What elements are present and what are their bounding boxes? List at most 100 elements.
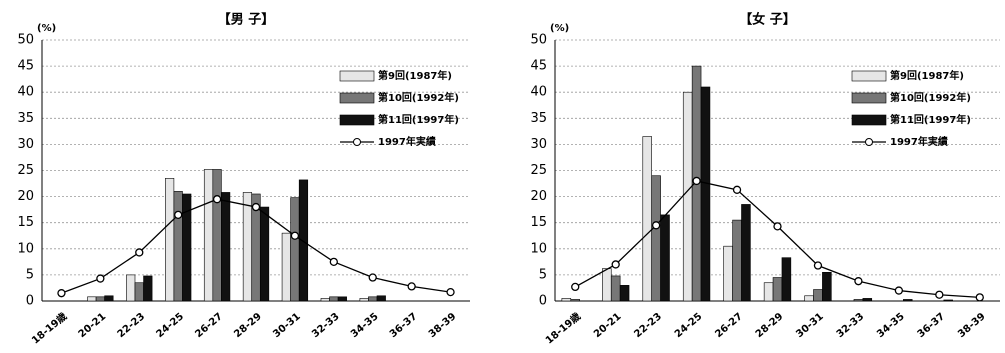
bar bbox=[903, 299, 913, 302]
y-axis-label: (%) bbox=[37, 23, 56, 34]
bar bbox=[329, 296, 339, 302]
bar bbox=[700, 86, 711, 302]
bar bbox=[651, 175, 661, 302]
line-point bbox=[329, 257, 338, 267]
y-tick-label: 45 bbox=[530, 59, 547, 74]
legend-label: 1997年実績 bbox=[890, 135, 948, 148]
y-tick-label: 40 bbox=[530, 85, 547, 100]
bar bbox=[943, 299, 953, 302]
y-tick-label: 10 bbox=[530, 241, 547, 256]
legend-label: 第11回(1997年) bbox=[890, 113, 971, 126]
line-point bbox=[251, 202, 261, 212]
x-tick-label: 34-35 bbox=[349, 311, 381, 340]
bar bbox=[619, 285, 630, 302]
bar bbox=[203, 169, 214, 302]
line-point bbox=[732, 185, 742, 194]
bar bbox=[570, 299, 580, 302]
y-tick-label: 20 bbox=[17, 189, 34, 204]
line-point bbox=[854, 277, 863, 286]
bar bbox=[376, 295, 386, 302]
bar bbox=[104, 295, 114, 302]
y-tick-label: 15 bbox=[17, 215, 34, 230]
bar bbox=[320, 298, 330, 302]
x-tick-label: 22-23 bbox=[116, 311, 148, 340]
y-tick-label: 35 bbox=[530, 111, 547, 126]
y-tick-label: 40 bbox=[17, 85, 34, 100]
bar bbox=[741, 204, 751, 302]
bar bbox=[281, 232, 291, 302]
bar bbox=[561, 298, 572, 302]
bar bbox=[242, 192, 253, 302]
legend-label: 1997年実績 bbox=[378, 135, 436, 148]
x-tick-label: 18-19歳 bbox=[543, 310, 584, 347]
x-tick-label: 38-39 bbox=[427, 311, 459, 340]
y-tick-label: 0 bbox=[26, 294, 34, 309]
line-point bbox=[975, 293, 984, 302]
x-tick-label: 38-39 bbox=[956, 311, 988, 340]
bar bbox=[682, 91, 693, 302]
bar bbox=[602, 268, 612, 302]
bar bbox=[781, 257, 792, 302]
y-tick-label: 0 bbox=[539, 294, 547, 309]
bar bbox=[173, 191, 183, 302]
bar bbox=[134, 282, 144, 302]
x-tick-label: 32-33 bbox=[310, 311, 342, 340]
bar bbox=[165, 178, 175, 302]
line-point bbox=[651, 221, 661, 230]
line-point bbox=[446, 287, 455, 297]
legend-swatch bbox=[339, 114, 375, 126]
y-tick-label: 25 bbox=[530, 163, 547, 178]
bar bbox=[259, 206, 270, 302]
legend-marker bbox=[865, 138, 873, 146]
line-point bbox=[212, 195, 222, 204]
line-point bbox=[773, 222, 782, 231]
y-tick-label: 50 bbox=[530, 33, 547, 48]
legend-swatch bbox=[851, 70, 887, 82]
legend-marker bbox=[353, 138, 361, 146]
bar bbox=[95, 296, 105, 302]
x-tick-label: 20-21 bbox=[592, 311, 624, 340]
x-tick-label: 30-31 bbox=[271, 311, 303, 340]
x-tick-label: 18-19歳 bbox=[29, 310, 70, 347]
bar bbox=[732, 219, 742, 302]
chart-title: 【女 子】 bbox=[739, 12, 796, 28]
line-point bbox=[290, 231, 300, 240]
x-tick-label: 22-23 bbox=[632, 311, 664, 340]
y-tick-label: 25 bbox=[17, 163, 34, 178]
bar bbox=[126, 274, 136, 302]
y-axis-label: (%) bbox=[550, 23, 569, 34]
bar bbox=[763, 282, 774, 302]
y-tick-label: 30 bbox=[17, 137, 34, 152]
line-point bbox=[57, 289, 66, 298]
y-tick-label: 50 bbox=[17, 33, 34, 48]
legend-swatch bbox=[851, 92, 887, 104]
y-tick-label: 20 bbox=[530, 189, 547, 204]
x-tick-label: 36-37 bbox=[388, 311, 420, 340]
line-point bbox=[174, 210, 183, 220]
line-point bbox=[611, 260, 620, 269]
y-tick-label: 30 bbox=[530, 137, 547, 152]
y-tick-label: 5 bbox=[539, 267, 547, 282]
line-point bbox=[135, 248, 144, 257]
line-point bbox=[935, 290, 944, 299]
line-point bbox=[368, 273, 377, 282]
bar bbox=[862, 298, 873, 302]
bar bbox=[221, 192, 231, 302]
legend-swatch bbox=[339, 92, 375, 104]
x-tick-label: 26-27 bbox=[193, 311, 225, 340]
legend-swatch bbox=[851, 114, 887, 126]
x-tick-label: 34-35 bbox=[875, 311, 907, 340]
bar bbox=[642, 136, 652, 302]
y-tick-label: 5 bbox=[26, 267, 34, 282]
bar bbox=[337, 296, 347, 302]
legend-label: 第10回(1992年) bbox=[890, 91, 971, 104]
chart-title: 【男 子】 bbox=[218, 12, 275, 28]
y-tick-label: 45 bbox=[17, 59, 34, 74]
bar bbox=[772, 277, 783, 302]
line-point bbox=[407, 282, 416, 291]
legend-label: 第10回(1992年) bbox=[378, 91, 459, 104]
line-point bbox=[96, 274, 105, 283]
x-tick-label: 24-25 bbox=[673, 311, 705, 340]
